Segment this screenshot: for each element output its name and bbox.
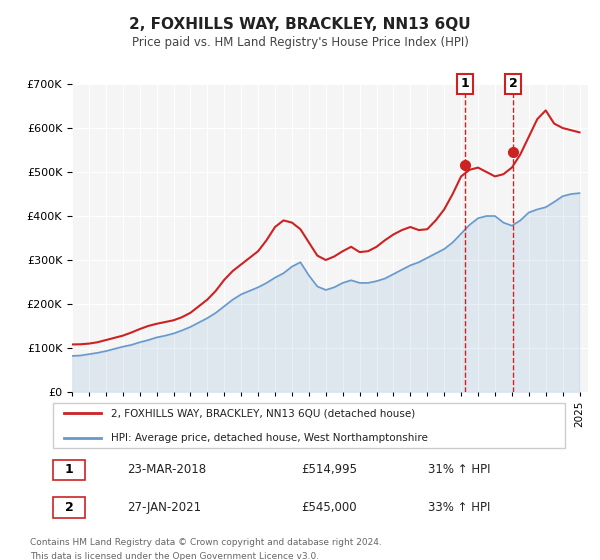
Text: £514,995: £514,995 (301, 463, 358, 476)
Text: 2, FOXHILLS WAY, BRACKLEY, NN13 6QU: 2, FOXHILLS WAY, BRACKLEY, NN13 6QU (129, 17, 471, 32)
Text: 23-MAR-2018: 23-MAR-2018 (127, 463, 206, 476)
Text: HPI: Average price, detached house, West Northamptonshire: HPI: Average price, detached house, West… (112, 433, 428, 443)
Text: This data is licensed under the Open Government Licence v3.0.: This data is licensed under the Open Gov… (30, 552, 319, 560)
Text: Contains HM Land Registry data © Crown copyright and database right 2024.: Contains HM Land Registry data © Crown c… (30, 538, 382, 547)
Text: 2: 2 (509, 77, 517, 91)
FancyBboxPatch shape (53, 403, 565, 448)
Text: 1: 1 (460, 77, 469, 91)
Text: Price paid vs. HM Land Registry's House Price Index (HPI): Price paid vs. HM Land Registry's House … (131, 36, 469, 49)
FancyBboxPatch shape (53, 460, 85, 480)
Text: 31% ↑ HPI: 31% ↑ HPI (428, 463, 491, 476)
Text: 2: 2 (65, 501, 73, 514)
Text: 33% ↑ HPI: 33% ↑ HPI (428, 501, 491, 514)
FancyBboxPatch shape (53, 497, 85, 518)
Text: 2, FOXHILLS WAY, BRACKLEY, NN13 6QU (detached house): 2, FOXHILLS WAY, BRACKLEY, NN13 6QU (det… (112, 408, 416, 418)
Text: 1: 1 (65, 463, 73, 476)
Text: 27-JAN-2021: 27-JAN-2021 (127, 501, 202, 514)
Text: £545,000: £545,000 (301, 501, 357, 514)
